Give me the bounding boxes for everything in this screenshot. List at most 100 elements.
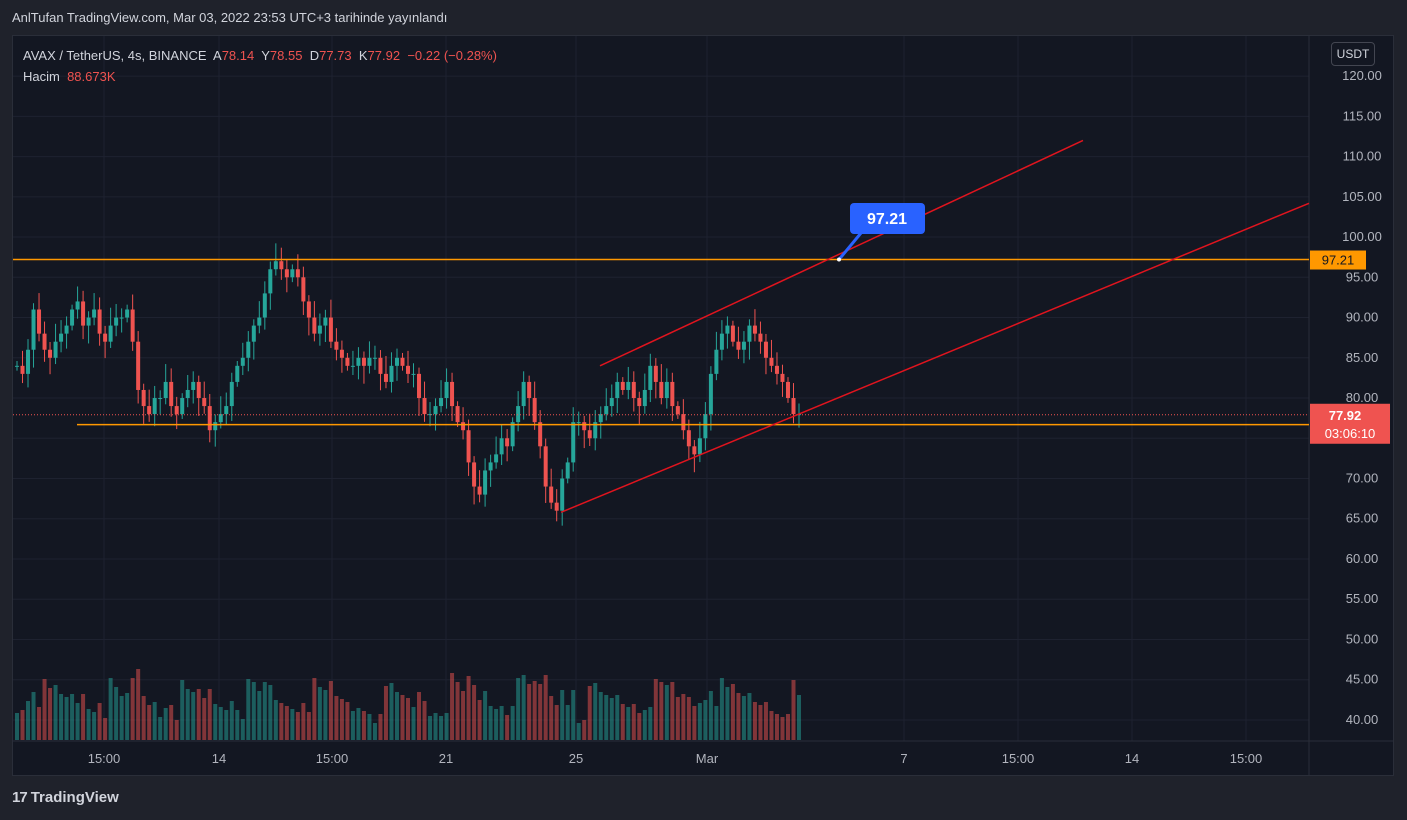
candle-body — [681, 414, 686, 431]
candle-body — [521, 381, 526, 407]
channel-lower-line[interactable] — [560, 202, 1310, 514]
volume-bar — [505, 715, 510, 740]
candle-body — [262, 293, 267, 318]
price-chart[interactable]: 97.21 40.00 45.00 50.00 55.00 60.00 65.00 70.00… — [13, 36, 1393, 775]
candle-body — [615, 381, 620, 399]
volume-bar — [769, 711, 774, 740]
callout-anchor-point[interactable] — [837, 257, 841, 262]
candle-body — [670, 381, 675, 407]
volume-bar — [521, 675, 526, 740]
candle-body — [37, 309, 42, 334]
volume-bar — [741, 696, 746, 740]
candle-body — [455, 406, 460, 423]
countdown-label: 03:06:10 — [1325, 426, 1376, 441]
candle-body — [141, 389, 146, 407]
last-price-tag — [1310, 403, 1390, 444]
volume-bar — [103, 718, 108, 740]
volume-bar — [736, 693, 741, 740]
volume-bar — [417, 692, 422, 740]
volume-bar — [543, 675, 548, 740]
x-tick-label: 25 — [569, 751, 583, 766]
candle-body — [527, 381, 532, 399]
channel-upper-line[interactable] — [599, 139, 1084, 367]
volume-bar — [196, 689, 201, 740]
candle-body — [411, 373, 416, 375]
y-tick-label: 55.00 — [1346, 591, 1379, 606]
candle-body — [499, 438, 504, 455]
volume-bar — [37, 707, 42, 740]
candle-body — [350, 365, 355, 367]
volume-bar — [119, 696, 124, 740]
volume-bar — [785, 714, 790, 740]
candle-body — [169, 381, 174, 407]
volume-bar — [560, 690, 565, 740]
candle-body — [774, 365, 779, 374]
candle-body — [367, 357, 372, 366]
callout-box[interactable] — [850, 203, 925, 234]
candle-body — [185, 389, 190, 399]
candle-body — [70, 309, 75, 326]
volume-bar — [549, 696, 554, 740]
volume-bar — [284, 706, 289, 740]
candle-body — [675, 406, 680, 415]
candle-body — [147, 406, 152, 415]
candle-body — [697, 438, 702, 455]
candle-body — [494, 454, 499, 463]
volume-bar — [136, 669, 141, 740]
candle-body — [207, 406, 212, 431]
candle-body — [741, 341, 746, 350]
x-tick-label: 7 — [900, 751, 907, 766]
y-tick-label: 90.00 — [1346, 310, 1379, 325]
candle-body — [334, 341, 339, 350]
volume-bar — [499, 706, 504, 740]
volume-bar — [218, 707, 223, 740]
candle-body — [708, 373, 713, 415]
chart-frame[interactable]: 97.21 40.00 45.00 50.00 55.00 60.00 65.00 70.00… — [12, 35, 1394, 776]
volume-bar — [532, 681, 537, 740]
volume-bar — [268, 685, 273, 740]
candle-body — [196, 381, 201, 399]
candle-body — [406, 365, 410, 374]
candle-body — [417, 373, 422, 399]
candle-body — [372, 357, 377, 359]
volume-bar — [703, 700, 708, 740]
volume-bar — [681, 694, 686, 740]
volume-bar — [527, 684, 532, 740]
volume-bar — [306, 712, 311, 740]
volume-bar — [576, 723, 581, 740]
y-tick-label: 80.00 — [1346, 390, 1379, 405]
volume-label[interactable]: Hacim — [23, 69, 60, 84]
volume-bar — [141, 696, 146, 740]
candle-body — [345, 357, 350, 366]
volume-bar — [582, 720, 587, 740]
y-tick-label: 120.00 — [1342, 68, 1382, 83]
close-value: 77.92 — [367, 48, 401, 63]
volume-bar — [472, 685, 477, 740]
volume-bar — [224, 710, 229, 740]
y-tick-label: 70.00 — [1346, 471, 1379, 486]
volume-bar — [125, 693, 130, 740]
candle-body — [648, 365, 653, 390]
volume-bar — [604, 695, 609, 740]
candle-body — [152, 398, 157, 415]
volume-bar — [730, 684, 735, 740]
volume-bar — [697, 703, 702, 740]
candle-body — [97, 309, 102, 334]
symbol-label[interactable]: AVAX / TetherUS, 4s, BINANCE — [23, 48, 207, 63]
resistance-price-label: 97.21 — [1322, 253, 1355, 268]
volume-bar — [565, 705, 570, 740]
volume-bar — [42, 679, 47, 740]
currency-unit-button[interactable]: USDT — [1331, 42, 1375, 66]
candle-body — [306, 301, 311, 318]
volume-bar — [615, 695, 620, 740]
tradingview-logo[interactable]: 17 TradingView — [12, 789, 119, 806]
candle-body — [505, 438, 510, 447]
candle-body — [725, 325, 730, 334]
candle-body — [422, 398, 427, 415]
candle-body — [361, 357, 366, 366]
y-tick-label: 100.00 — [1342, 229, 1382, 244]
candle-body — [538, 422, 543, 447]
candle-body — [532, 398, 537, 423]
volume-bar — [394, 692, 399, 740]
volume-bar — [207, 689, 212, 740]
